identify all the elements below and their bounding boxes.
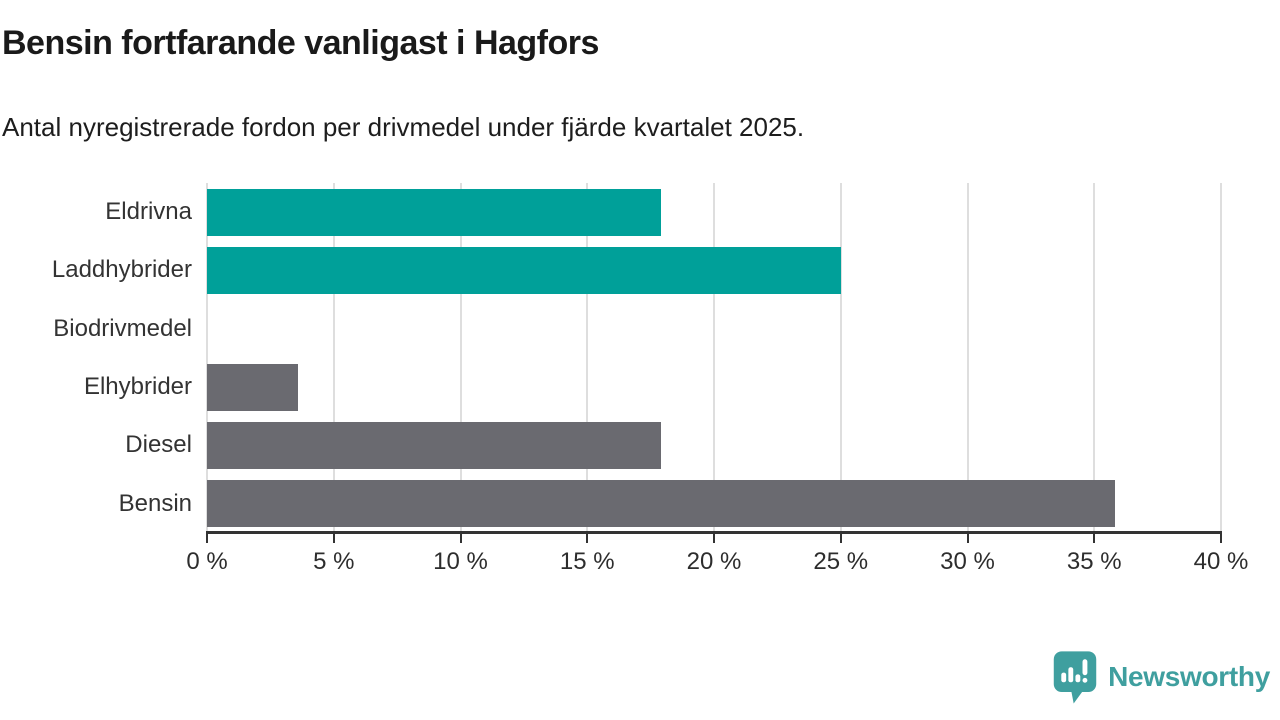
category-label: Bensin bbox=[118, 489, 192, 517]
gridline bbox=[713, 183, 715, 533]
newsworthy-logo: Newsworthy bbox=[1052, 648, 1270, 706]
bar-laddhybrider bbox=[207, 246, 841, 294]
bar-eldrivna bbox=[207, 188, 661, 236]
gridline bbox=[586, 183, 589, 533]
axis-tick-label: 30 % bbox=[940, 548, 995, 575]
axis-tick bbox=[966, 534, 969, 543]
logo-text: Newsworthy bbox=[1108, 661, 1270, 692]
category-label: Biodrivmedel bbox=[53, 314, 192, 342]
gridline bbox=[206, 183, 208, 533]
gridline bbox=[839, 183, 842, 533]
plot-area bbox=[206, 183, 1222, 533]
bar-row bbox=[207, 416, 1221, 474]
axis-tick-label: 25 % bbox=[813, 548, 869, 575]
y-axis-labels: Eldrivna Laddhybrider Biodrivmedel Elhybrid… bbox=[0, 183, 192, 533]
chart-title: Bensin fortfarande vanligast i Hagfors bbox=[2, 24, 599, 62]
bar-chart-speech-bubble-icon bbox=[1052, 648, 1098, 706]
axis-tick-label: 15 % bbox=[559, 548, 615, 575]
bar-diesel bbox=[207, 421, 661, 469]
x-axis-line bbox=[206, 531, 1222, 534]
axis-tick-label: 5 % bbox=[313, 548, 355, 575]
bar-row bbox=[207, 241, 1221, 299]
gridline bbox=[1220, 183, 1222, 533]
axis-tick-label: 35 % bbox=[1066, 548, 1122, 575]
bar-row bbox=[207, 183, 1221, 241]
axis-tick bbox=[206, 534, 208, 543]
axis-tick bbox=[1093, 534, 1096, 543]
category-label: Eldrivna bbox=[105, 198, 192, 226]
bar-row bbox=[207, 358, 1221, 416]
category-label: Diesel bbox=[125, 431, 192, 459]
bar-elhybrider bbox=[207, 363, 299, 411]
chart-subtitle: Antal nyregistrerade fordon per drivmede… bbox=[2, 112, 805, 142]
axis-tick-label: 40 % bbox=[1193, 548, 1249, 575]
gridline bbox=[459, 183, 462, 533]
bar-row bbox=[207, 300, 1221, 358]
axis-tick bbox=[713, 534, 715, 543]
category-label: Elhybrider bbox=[83, 373, 192, 401]
axis-tick bbox=[1220, 534, 1222, 543]
category-label: Laddhybrider bbox=[51, 256, 192, 284]
x-axis: 0 % 5 % 10 % 15 % 20 % 25 % 30 % 35 % 40 % bbox=[186, 534, 1248, 594]
gridline bbox=[332, 183, 335, 533]
axis-tick bbox=[459, 534, 462, 543]
bar-bensin bbox=[207, 480, 1115, 528]
axis-tick-label: 20 % bbox=[686, 548, 742, 575]
axis-tick-label: 10 % bbox=[433, 548, 488, 575]
bar-row bbox=[207, 475, 1221, 533]
axis-tick bbox=[586, 534, 589, 543]
axis-tick bbox=[332, 534, 335, 543]
gridline bbox=[966, 183, 969, 533]
axis-tick-label: 0 % bbox=[186, 548, 228, 575]
gridline bbox=[1093, 183, 1096, 533]
axis-tick bbox=[839, 534, 842, 543]
